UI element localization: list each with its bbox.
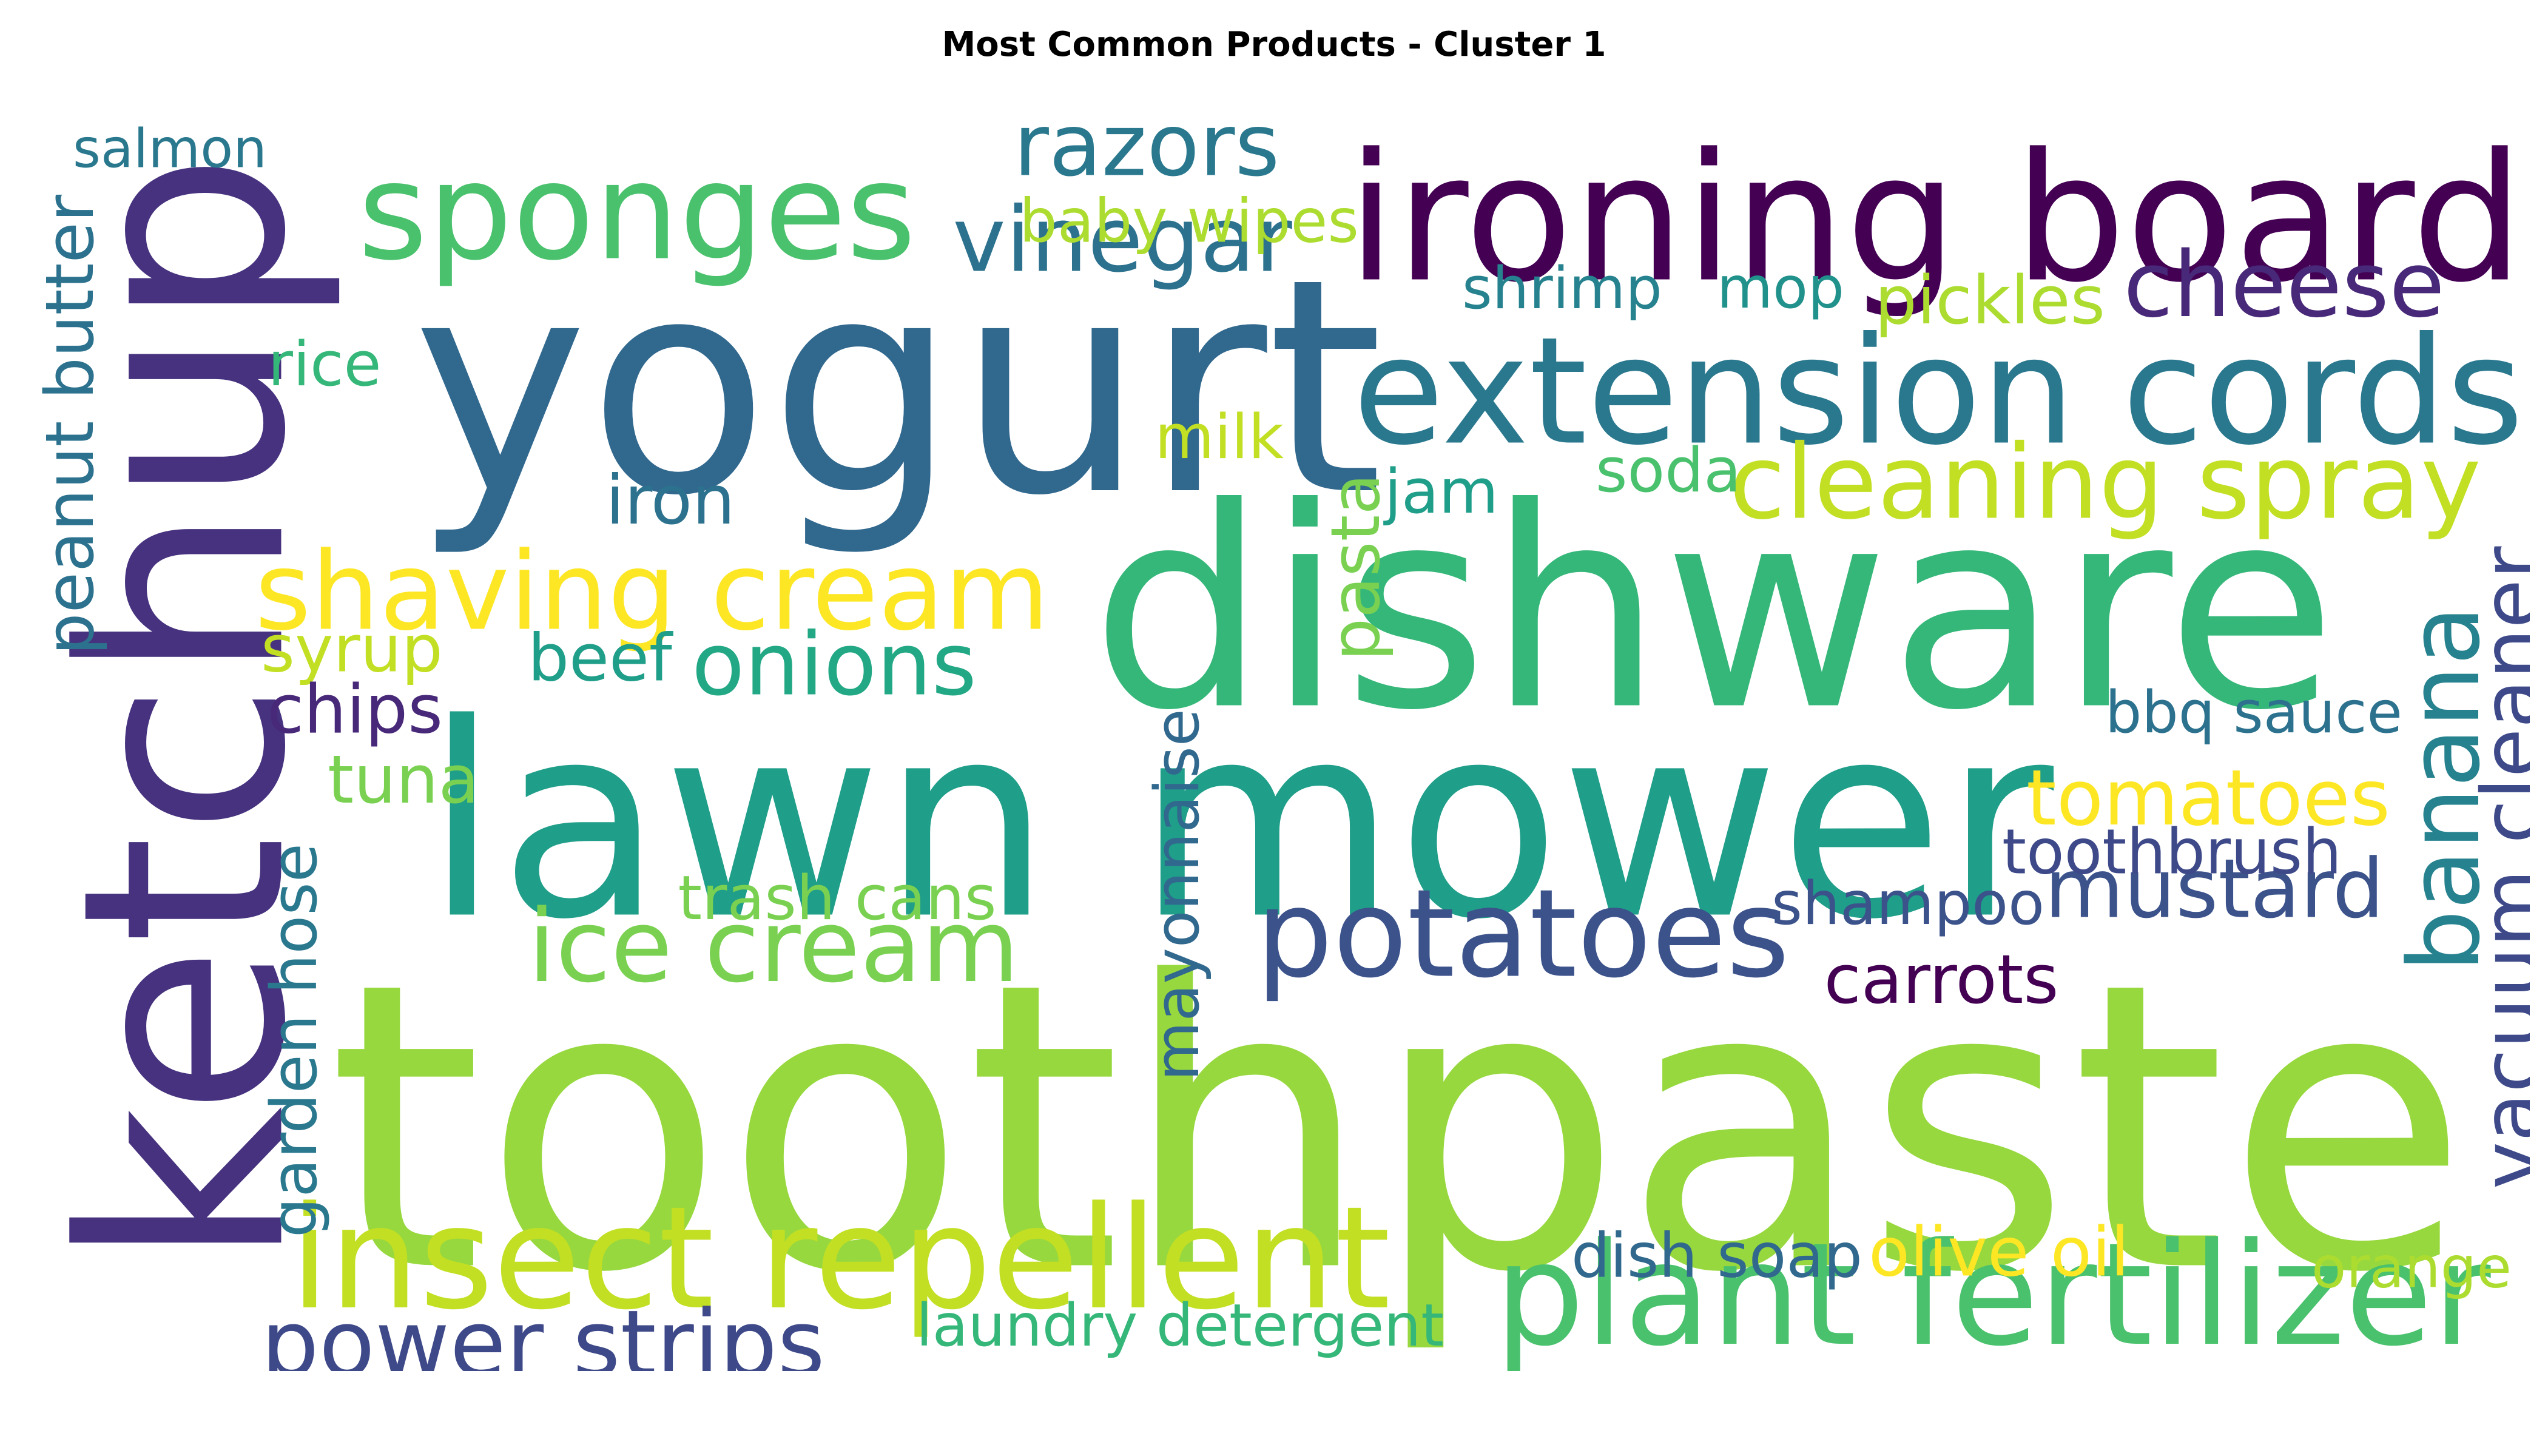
word-shaving-cream: shaving cream	[255, 529, 1050, 655]
word-milk: milk	[1154, 401, 1284, 473]
word-lawn-mower: lawn mower	[425, 667, 2057, 978]
word-mustard: mustard	[2044, 841, 2384, 937]
word-tuna: tuna	[328, 741, 479, 818]
word-razors: razors	[1014, 96, 1280, 196]
word-olive-oil: olive oil	[1869, 1214, 2129, 1292]
word-mop: mop	[1717, 255, 1844, 322]
word-plant-fertilizer: plant fertilizer	[1494, 1213, 2491, 1371]
word-toothpaste: toothpaste	[328, 898, 2469, 1359]
word-sponges: sponges	[358, 135, 916, 291]
word-shampoo: shampoo	[1771, 869, 2044, 939]
word-dishware: dishware	[1091, 449, 2336, 771]
word-ironing-board: ironing board	[1347, 116, 2524, 322]
word-vinegar: vinegar	[952, 187, 1292, 292]
word-shrimp: shrimp	[1462, 254, 1662, 322]
word-banana: banana	[2388, 605, 2502, 972]
word-pickles: pickles	[1875, 261, 2105, 339]
word-vacuum-cleaner: vacuum cleaner	[2465, 546, 2530, 1189]
word-garden-hose: garden hose	[257, 843, 331, 1238]
word-cheese: cheese	[2123, 232, 2445, 338]
word-tomatoes: tomatoes	[2026, 753, 2390, 843]
word-jam: jam	[1383, 456, 1498, 527]
word-extension-cords: extension cords	[1353, 305, 2524, 478]
word-onions: onions	[692, 614, 977, 715]
chart-title: Most Common Products - Cluster 1	[942, 25, 1606, 64]
word-pasta: pasta	[1316, 473, 1395, 661]
word-rice: rice	[268, 328, 382, 400]
word-beef: beef	[528, 621, 673, 696]
word-soda: soda	[1596, 434, 1741, 506]
word-toothbrush: toothbrush	[2002, 817, 2342, 889]
word-iron: iron	[605, 461, 735, 540]
word-baby-wipes: baby wipes	[1019, 187, 1359, 257]
word-power-strips: power strips	[261, 1290, 825, 1371]
word-chips: chips	[267, 671, 443, 749]
word-trash-cans: trash cans	[678, 862, 997, 934]
word-orange: orange	[2311, 1235, 2512, 1301]
word-ketchup: ketchup	[23, 152, 348, 1268]
word-carrots: carrots	[1824, 940, 2058, 1019]
word-mayonnaise: mayonnaise	[1141, 709, 1213, 1081]
word-yogurt: yogurt	[413, 216, 1383, 561]
word-potatoes: potatoes	[1256, 864, 1790, 1005]
word-laundry-detergent: laundry detergent	[916, 1292, 1444, 1360]
word-insect-repellent: insect repellent	[290, 1176, 1390, 1341]
word-bbq-sauce: bbq sauce	[2105, 679, 2402, 746]
word-cleaning-spray: cleaning spray	[1729, 423, 2481, 542]
word-ice-cream: ice cream	[528, 888, 1019, 1005]
word-salmon: salmon	[73, 118, 267, 180]
word-dish-soap: dish soap	[1571, 1221, 1862, 1292]
word-syrup: syrup	[261, 612, 443, 687]
word-peanut-butter: peanut butter	[31, 194, 109, 655]
